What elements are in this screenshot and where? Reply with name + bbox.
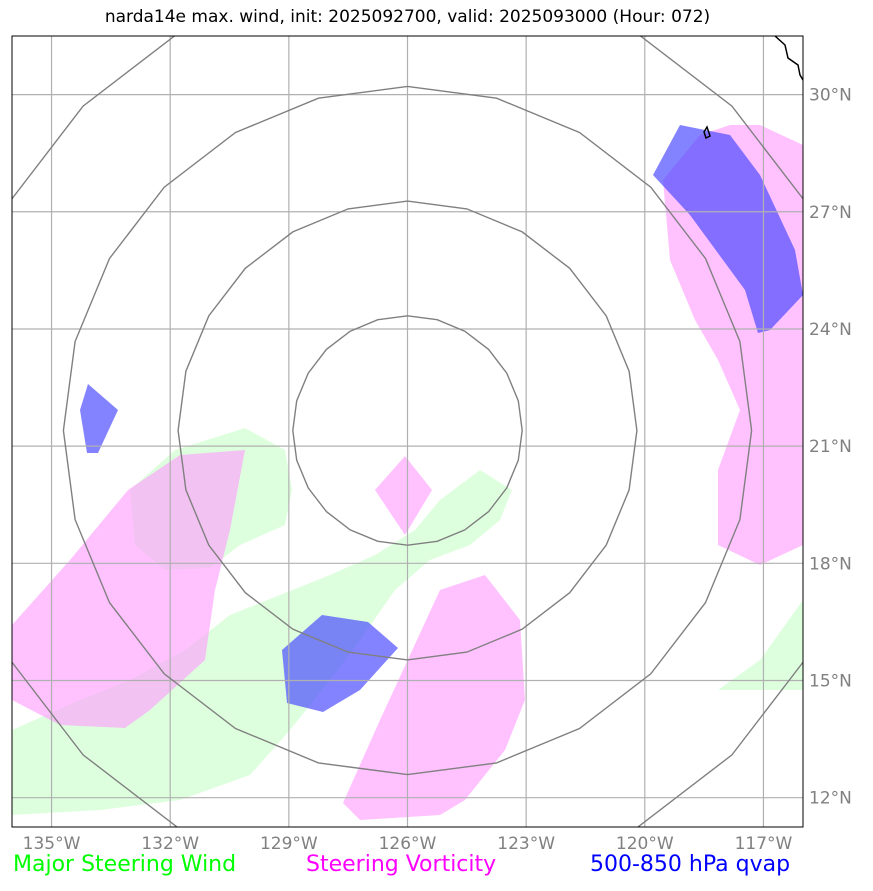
qvap-west [80, 384, 118, 453]
longitude-label: 126°W [379, 834, 437, 854]
vorticity-south [343, 575, 525, 820]
latitude-labels: 12°N 15°N 18°N 21°N 24°N 27°N 30°N [809, 86, 852, 809]
vorticity-west [12, 450, 245, 728]
longitude-label: 120°W [616, 834, 674, 854]
longitude-label: 132°W [141, 834, 199, 854]
steering-wind-band [12, 470, 512, 815]
legend-steering-wind: Major Steering Wind [13, 852, 237, 877]
map-title: narda14e max. wind, init: 2025092700, va… [104, 7, 711, 27]
longitude-labels: 135°W 132°W 129°W 126°W 123°W 120°W 117°W [23, 834, 793, 854]
longitude-label: 135°W [23, 834, 81, 854]
plot-frame [11, 35, 804, 828]
qvap-layer [80, 125, 803, 712]
steering-wind-patch-east [718, 600, 803, 690]
coastline [774, 36, 803, 81]
range-ring [62, 85, 753, 776]
range-ring [177, 200, 638, 661]
latitude-label: 27°N [809, 203, 852, 223]
latitude-label: 24°N [809, 320, 852, 340]
longitude-label: 129°W [260, 834, 318, 854]
legend-steering-vorticity: Steering Vorticity [306, 852, 497, 877]
latitude-label: 15°N [809, 672, 852, 692]
island-outline [703, 125, 711, 140]
longitude-label: 123°W [497, 834, 555, 854]
range-ring [292, 315, 523, 546]
latitude-label: 30°N [809, 86, 852, 106]
latitude-label: 21°N [809, 437, 852, 457]
qvap-south [282, 615, 398, 712]
latitude-label: 12°N [809, 789, 852, 809]
legend-qvap: 500-850 hPa qvap [590, 852, 791, 877]
vorticity-center [375, 456, 432, 535]
graticule [12, 36, 803, 827]
latitude-label: 18°N [809, 554, 852, 574]
longitude-label: 117°W [735, 834, 793, 854]
qvap-northeast [653, 125, 803, 333]
